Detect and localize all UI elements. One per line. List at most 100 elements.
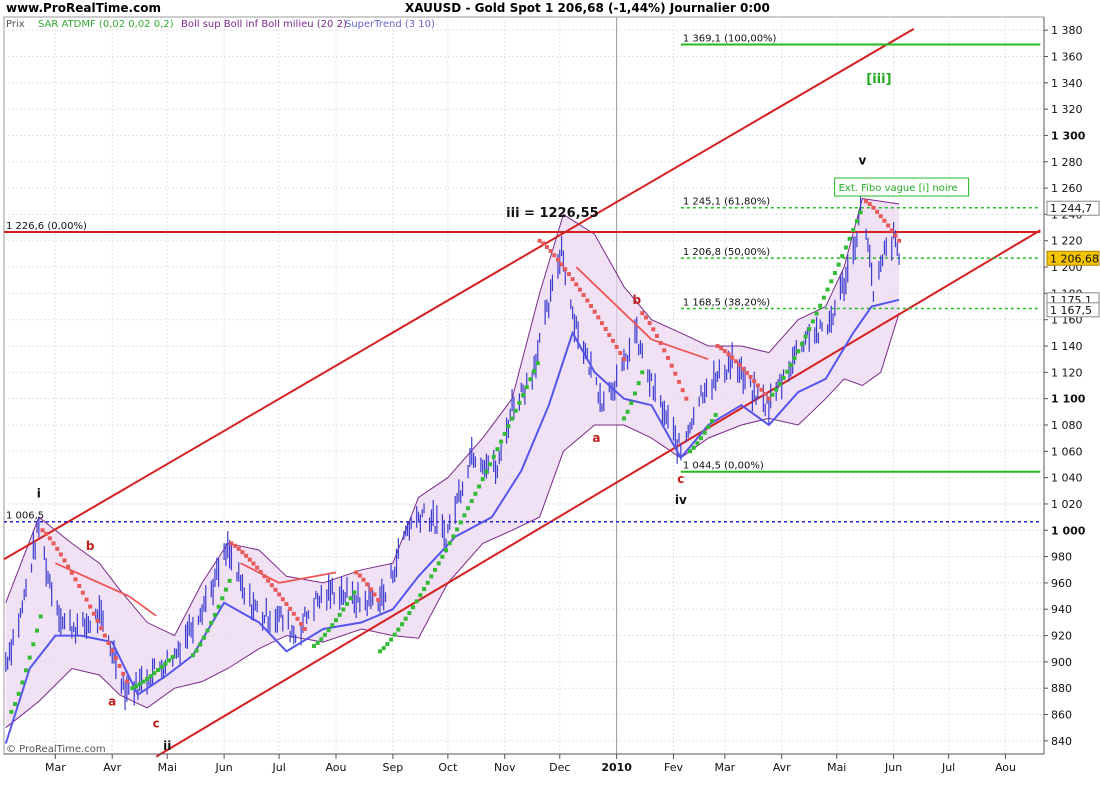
sar-dot-down	[596, 315, 601, 320]
site-name[interactable]: www.ProRealTime.com	[6, 1, 161, 15]
sar-dot-down	[244, 553, 249, 558]
legend-bollinger[interactable]: Boll sup Boll inf Boll milieu (20 2)	[181, 19, 347, 30]
sar-dot-up	[425, 580, 430, 585]
supertrend-down-segment	[128, 595, 157, 617]
sar-dot-up	[491, 454, 496, 459]
x-tick-label: Fev	[664, 761, 683, 774]
level-label: 1 044,5 (0,00%)	[683, 461, 764, 472]
sar-dot-down	[291, 611, 296, 616]
sar-dot-up	[134, 684, 139, 689]
sar-dot-up	[528, 377, 533, 382]
legend-prix[interactable]: Prix	[6, 19, 25, 30]
sar-dot-up	[484, 469, 489, 474]
sar-dot-up	[836, 262, 841, 267]
y-tick-label: 1 280	[1051, 156, 1083, 169]
legend-supertrend[interactable]: SuperTrend (3 10)	[345, 19, 435, 30]
supertrend-down-segment	[54, 562, 130, 597]
wave-label: c	[153, 717, 160, 731]
sar-dot-up	[532, 369, 537, 374]
y-tick-label: 1 040	[1051, 472, 1083, 485]
sar-dot-up	[462, 513, 467, 518]
sar-dot-up	[330, 623, 335, 628]
sar-dot-down	[262, 574, 267, 579]
sar-dot-down	[610, 338, 615, 343]
sar-dot-up	[495, 447, 500, 452]
sar-dot-down	[719, 346, 724, 351]
y-tick-label: 1 060	[1051, 445, 1083, 458]
level-label: 1 369,1 (100,00%)	[683, 34, 777, 45]
sar-dot-up	[632, 391, 637, 396]
sar-dot-down	[752, 379, 757, 384]
sar-dot-down	[537, 238, 542, 243]
sar-dot-up	[333, 618, 338, 623]
fibo-extension-box	[834, 177, 970, 197]
sar-dot-up	[27, 655, 32, 660]
sar-dot-up	[829, 279, 834, 284]
y-axis-area	[1044, 17, 1100, 754]
sar-dot-up	[535, 361, 540, 366]
sar-dot-down	[607, 332, 612, 337]
x-tick-label: Mai	[827, 761, 846, 774]
sar-dot-up	[488, 462, 493, 467]
x-tick-label: Avr	[103, 761, 121, 774]
sar-dot-down	[113, 656, 118, 661]
sar-dot-up	[792, 356, 797, 361]
y-tick-label: 1 000	[1051, 524, 1086, 537]
sar-dot-up	[506, 424, 511, 429]
sar-dot-up	[477, 484, 482, 489]
sar-dot-down	[236, 546, 241, 551]
sar-dot-down	[592, 309, 597, 314]
sar-dot-up	[198, 642, 203, 647]
sar-dot-up	[854, 219, 859, 224]
sar-dot-up	[799, 341, 804, 346]
sar-dot-down	[365, 582, 370, 587]
sar-dot-up	[396, 627, 401, 632]
legend-sar[interactable]: SAR ATDMF (0,02 0,02 0,2)	[38, 19, 174, 30]
sar-dot-down	[581, 292, 586, 297]
sar-dot-up	[322, 632, 327, 637]
sar-dot-up	[517, 400, 522, 405]
y-tick-label: 1 080	[1051, 419, 1083, 432]
sar-dot-up	[821, 295, 826, 300]
sar-dot-down	[864, 199, 869, 204]
sar-dot-down	[574, 282, 579, 287]
sar-dot-down	[759, 387, 764, 392]
sar-dot-up	[777, 382, 782, 387]
sar-dot-up	[311, 644, 316, 649]
sar-dot-down	[640, 311, 645, 316]
sar-dot-up	[381, 646, 386, 651]
sar-dot-down	[229, 541, 234, 546]
sar-dot-down	[240, 550, 245, 555]
sar-dot-down	[722, 349, 727, 354]
sar-dot-down	[618, 351, 623, 356]
sar-dot-up	[640, 370, 645, 375]
sar-dot-down	[555, 257, 560, 262]
sar-dot-down	[280, 597, 285, 602]
x-tick-label: Avr	[773, 761, 791, 774]
y-tick-label: 860	[1051, 709, 1072, 722]
sar-dot-up	[35, 628, 40, 633]
sar-dot-up	[636, 381, 641, 386]
y-tick-label: 980	[1051, 551, 1072, 564]
sar-dot-up	[473, 491, 478, 496]
sar-dot-down	[247, 557, 252, 562]
sar-dot-down	[124, 679, 129, 684]
sar-dot-down	[40, 528, 45, 533]
sar-dot-down	[84, 597, 89, 602]
sar-dot-up	[847, 236, 852, 241]
sar-dot-up	[319, 637, 324, 642]
price-tag	[1046, 302, 1100, 318]
sar-dot-up	[414, 599, 419, 604]
sar-dot-down	[288, 606, 293, 611]
sar-dot-up	[513, 408, 518, 413]
y-tick-label: 1 220	[1051, 235, 1083, 248]
sar-dot-down	[715, 344, 720, 349]
channel-upper-line	[3, 27, 915, 561]
sar-dot-up	[212, 612, 217, 617]
sar-dot-down	[106, 641, 111, 646]
sar-dot-down	[269, 583, 274, 588]
y-tick-label: 1 100	[1051, 393, 1086, 406]
sar-dot-down	[741, 366, 746, 371]
wave-label: a	[108, 694, 116, 708]
sar-dot-up	[137, 682, 142, 687]
